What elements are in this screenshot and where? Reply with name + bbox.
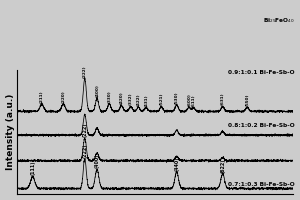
Text: (550): (550) bbox=[245, 94, 249, 106]
Text: 0.9:1:0.1 Bi-Fe-Sb-O: 0.9:1:0.1 Bi-Fe-Sb-O bbox=[228, 70, 295, 75]
Text: (330): (330) bbox=[107, 90, 111, 103]
Text: 0.8:1:0.2 Bi-Fe-Sb-O: 0.8:1:0.2 Bi-Fe-Sb-O bbox=[228, 123, 295, 128]
Text: (220): (220) bbox=[61, 90, 65, 103]
Text: (611): (611) bbox=[192, 94, 196, 107]
Text: Bi$_{25}$FeO$_{40}$: Bi$_{25}$FeO$_{40}$ bbox=[263, 16, 295, 25]
Text: (521): (521) bbox=[159, 93, 164, 105]
Text: (222): (222) bbox=[82, 123, 87, 137]
Text: (600): (600) bbox=[187, 93, 191, 106]
Y-axis label: Intensity (a.u.): Intensity (a.u.) bbox=[6, 94, 15, 170]
Text: (211): (211) bbox=[40, 90, 44, 103]
Text: (530): (530) bbox=[175, 91, 179, 104]
Text: (400): (400) bbox=[94, 154, 100, 168]
Text: (422): (422) bbox=[136, 93, 140, 106]
Text: (111): (111) bbox=[30, 161, 35, 175]
Text: (631): (631) bbox=[221, 93, 225, 105]
Text: (400): (400) bbox=[95, 84, 99, 97]
Text: 0.7:1:0.3 Bi-Fe-Sb-O: 0.7:1:0.3 Bi-Fe-Sb-O bbox=[228, 182, 295, 187]
Text: (622): (622) bbox=[220, 158, 225, 173]
Text: (431): (431) bbox=[144, 94, 148, 107]
Text: (222): (222) bbox=[82, 143, 87, 158]
Text: (420): (420) bbox=[119, 92, 124, 104]
Text: (440): (440) bbox=[174, 156, 179, 171]
Text: (332): (332) bbox=[129, 93, 133, 105]
Text: (222): (222) bbox=[83, 65, 87, 78]
